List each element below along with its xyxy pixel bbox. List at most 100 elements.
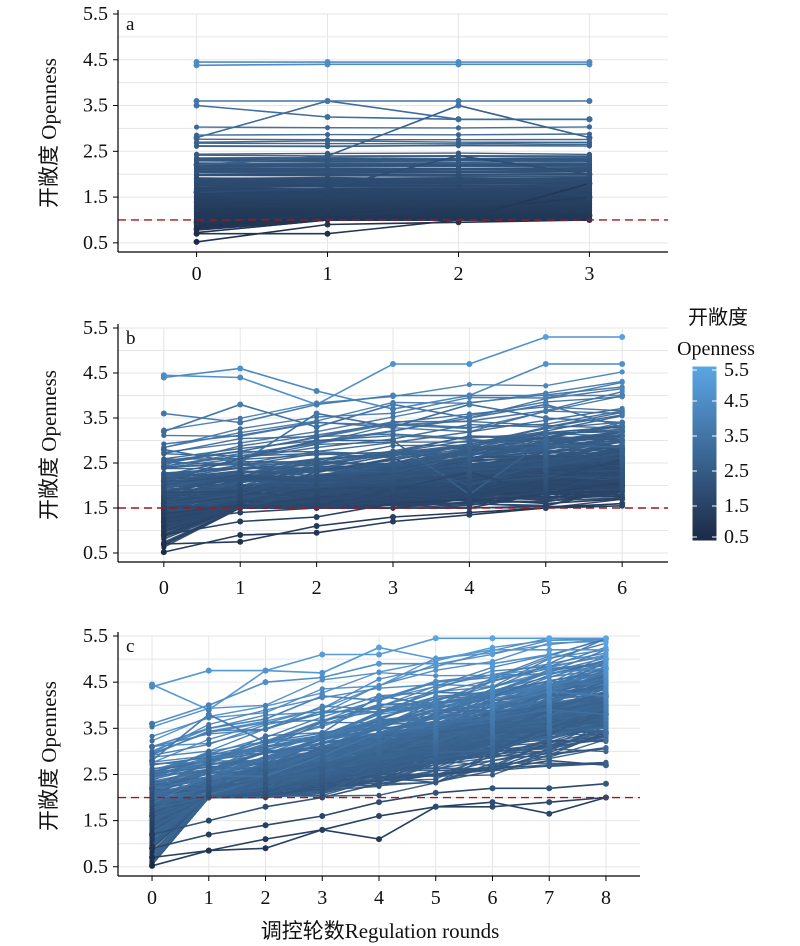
series-point — [390, 392, 396, 399]
series-point — [542, 401, 549, 408]
series-point — [161, 465, 167, 472]
series-point — [193, 189, 200, 196]
series-point — [160, 541, 167, 547]
series-point — [543, 467, 549, 473]
series-point — [237, 440, 243, 446]
series-point — [390, 428, 396, 434]
series-line — [196, 167, 590, 171]
y-tick-label: 2.5 — [83, 452, 108, 474]
series-point — [313, 401, 320, 408]
series-point — [324, 214, 331, 221]
series-line-11 — [196, 219, 590, 243]
series-point — [237, 472, 243, 479]
series-point — [237, 426, 243, 432]
series-point — [313, 410, 320, 417]
series-point — [161, 459, 167, 465]
series-point — [237, 419, 244, 426]
series-point — [466, 429, 472, 435]
series-line — [196, 215, 590, 218]
series-point — [543, 408, 549, 414]
series-point — [455, 180, 462, 186]
series-point — [161, 485, 167, 491]
y-axis-title: 开敞度 Openness — [37, 58, 61, 208]
series-line — [196, 204, 590, 207]
series-point — [237, 415, 243, 421]
series-line — [196, 152, 590, 156]
series-point — [455, 152, 462, 159]
series-point — [455, 102, 462, 109]
series-line-8 — [196, 196, 590, 224]
x-tick-label: 2 — [453, 263, 463, 285]
series-point — [586, 134, 593, 141]
series-line — [196, 143, 590, 148]
series-point — [390, 474, 396, 480]
series-line — [196, 184, 590, 187]
series-point — [619, 460, 625, 466]
series-line — [196, 205, 590, 208]
series-point — [324, 195, 331, 201]
series-point — [160, 500, 167, 507]
series-point — [546, 642, 552, 648]
series-point — [237, 448, 243, 455]
x-tick-label: 4 — [464, 577, 474, 599]
series-point — [314, 444, 320, 451]
series-line — [196, 196, 590, 199]
series-point — [193, 152, 200, 158]
series-point — [466, 392, 473, 399]
series-point — [161, 490, 167, 496]
series-point — [390, 401, 396, 408]
series-point — [619, 419, 626, 426]
series-point — [619, 456, 625, 462]
series-point — [314, 418, 320, 424]
y-tick-label: 4.5 — [83, 362, 108, 384]
series-point — [314, 483, 320, 489]
series-point — [390, 518, 396, 525]
series-point — [237, 365, 244, 372]
series-point — [161, 473, 167, 479]
representative-series — [160, 334, 626, 556]
series-point — [619, 446, 626, 453]
series-point — [390, 433, 396, 439]
series-point — [455, 97, 462, 104]
series-point — [313, 437, 320, 444]
series-line — [196, 186, 590, 190]
panel-label: b — [126, 328, 136, 349]
series-point — [466, 482, 473, 489]
series-point — [390, 437, 396, 444]
series-point — [619, 471, 625, 477]
y-axis-title: 开敞度 Openness — [37, 370, 61, 520]
series-point — [390, 500, 396, 507]
series-line-2 — [196, 63, 590, 67]
series-point — [619, 386, 625, 392]
series-point — [455, 184, 462, 190]
series-point — [466, 478, 472, 484]
series-point — [390, 451, 396, 457]
series-point — [237, 482, 243, 488]
series-point — [586, 141, 593, 148]
series-point — [619, 334, 626, 340]
series-point — [466, 415, 473, 421]
y-tick-label: 3.5 — [83, 407, 108, 429]
y-tick-label: 3.5 — [83, 95, 108, 117]
series-point — [193, 97, 200, 104]
series-line — [196, 138, 590, 141]
x-tick-label: 3 — [388, 577, 398, 599]
series-point — [619, 424, 626, 430]
series-point — [619, 392, 626, 399]
series-line — [196, 141, 590, 145]
series-point — [466, 381, 472, 388]
series-point — [543, 425, 549, 432]
series-point — [455, 163, 462, 169]
series-point — [193, 134, 200, 141]
series-point — [390, 492, 396, 499]
series-point — [149, 738, 155, 744]
series-point — [466, 496, 473, 502]
series-point — [466, 401, 473, 408]
series-point — [542, 505, 549, 511]
series-point — [314, 459, 320, 465]
series-point — [466, 424, 472, 431]
series-point — [542, 415, 549, 421]
series-point — [161, 451, 167, 457]
